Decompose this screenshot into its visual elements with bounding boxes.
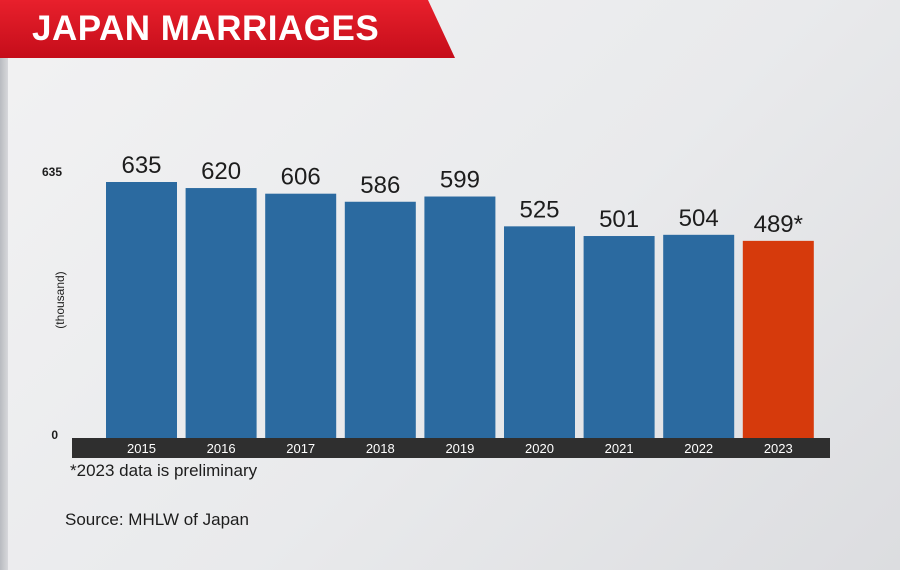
value-label-2022: 504 — [679, 205, 719, 232]
y-axis-label: (thousand) — [53, 271, 67, 328]
title-banner — [0, 0, 455, 58]
source-note: Source: MHLW of Japan — [65, 510, 249, 529]
bar-2022 — [663, 234, 735, 438]
category-label-2019: 2019 — [445, 441, 474, 456]
value-label-2019: 599 — [440, 167, 480, 194]
y-tick-max: 635 — [42, 165, 62, 179]
value-label-2018: 586 — [360, 172, 400, 199]
category-label-2022: 2022 — [684, 441, 713, 456]
bar-2017 — [265, 193, 337, 438]
value-label-2015: 635 — [121, 152, 161, 179]
bar-2018 — [344, 201, 416, 438]
chart-title: JAPAN MARRIAGES — [32, 9, 380, 48]
bar-2019 — [424, 196, 496, 438]
bar-2023 — [742, 240, 814, 438]
value-label-2023: 489* — [754, 211, 803, 238]
x-axis-band — [72, 438, 830, 458]
bar-2016 — [185, 188, 257, 438]
value-label-2020: 525 — [519, 196, 559, 223]
bar-2020 — [504, 226, 575, 438]
category-label-2018: 2018 — [366, 441, 395, 456]
y-tick-0: 0 — [51, 428, 58, 442]
category-label-2021: 2021 — [605, 441, 634, 456]
left-edge-shadow — [0, 0, 8, 570]
category-label-2020: 2020 — [525, 441, 554, 456]
value-label-2017: 606 — [281, 164, 321, 191]
category-label-2017: 2017 — [286, 441, 315, 456]
value-label-2021: 501 — [599, 206, 639, 233]
value-label-2016: 620 — [201, 158, 241, 185]
footnote: *2023 data is preliminary — [70, 461, 258, 480]
category-label-2016: 2016 — [207, 441, 236, 456]
category-label-2023: 2023 — [764, 441, 793, 456]
category-label-2015: 2015 — [127, 441, 156, 456]
bar-2015 — [106, 182, 177, 438]
bar-2021 — [583, 236, 655, 438]
